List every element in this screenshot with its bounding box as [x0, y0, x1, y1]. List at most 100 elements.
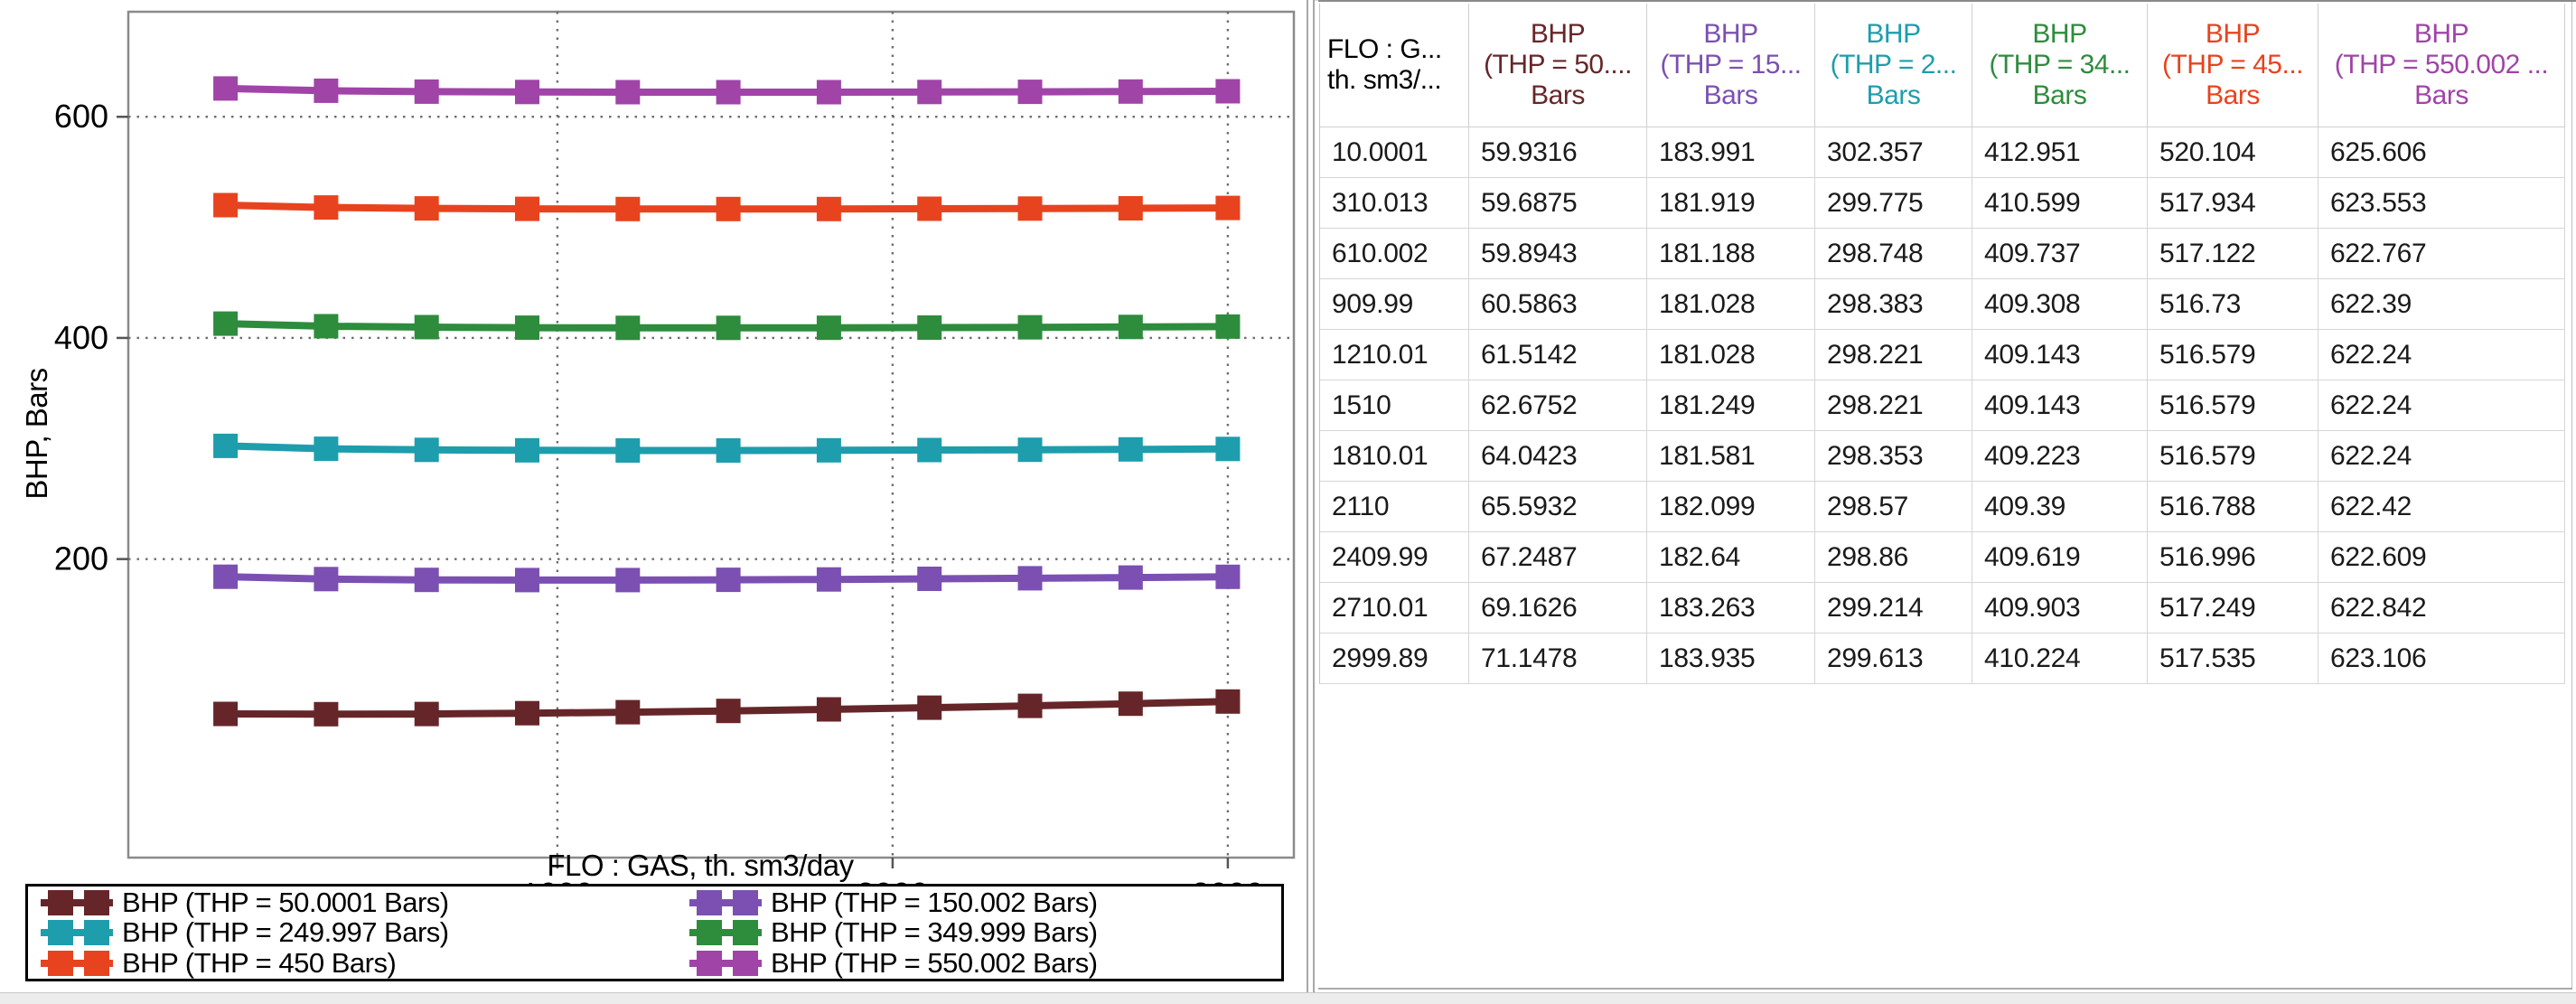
table-cell[interactable]: 409.903 — [1972, 583, 2148, 633]
table-cell[interactable]: 516.579 — [2148, 380, 2318, 431]
table-cell[interactable]: 409.737 — [1972, 229, 2148, 279]
table-cell[interactable]: 298.748 — [1815, 229, 1972, 279]
table-cell[interactable]: 181.188 — [1647, 229, 1815, 279]
column-header[interactable]: BHP (THP = 15... Bars — [1647, 4, 1815, 127]
table-cell[interactable]: 410.599 — [1972, 178, 2148, 229]
table-cell[interactable]: 65.5932 — [1469, 482, 1647, 532]
table-cell[interactable]: 10.0001 — [1320, 127, 1469, 178]
table-cell[interactable]: 59.8943 — [1469, 229, 1647, 279]
table-cell[interactable]: 409.143 — [1972, 330, 2148, 380]
table-cell[interactable]: 1510 — [1320, 380, 1469, 431]
table-cell[interactable]: 622.24 — [2318, 330, 2565, 380]
bhp-vs-flo-plot[interactable]: 200400600100020003000 BHP, Bars FLO : GA… — [0, 0, 1307, 913]
table-cell[interactable]: 622.609 — [2318, 532, 2565, 583]
table-cell[interactable]: 622.842 — [2318, 583, 2565, 633]
table-cell[interactable]: 409.223 — [1972, 431, 2148, 482]
series-marker — [1215, 564, 1241, 589]
table-row: 1510 62.6752 181.249 298.221 409.143 516.579 6… — [1320, 380, 2565, 431]
table-cell[interactable]: 181.028 — [1647, 279, 1815, 330]
table-cell[interactable]: 59.6875 — [1469, 178, 1647, 229]
table-cell[interactable]: 623.106 — [2318, 633, 2565, 684]
y-tick-label: 200 — [54, 540, 108, 577]
table-cell[interactable]: 410.224 — [1972, 633, 2148, 684]
table-cell[interactable]: 181.581 — [1647, 431, 1815, 482]
column-header[interactable]: BHP (THP = 34... Bars — [1972, 4, 2148, 127]
table-cell[interactable]: 299.775 — [1815, 178, 1972, 229]
table-cell[interactable]: 516.73 — [2148, 279, 2318, 330]
table-cell[interactable]: 60.5863 — [1469, 279, 1647, 330]
table-cell[interactable]: 299.214 — [1815, 583, 1972, 633]
table-cell[interactable]: 298.221 — [1815, 330, 1972, 380]
table-cell[interactable]: 59.9316 — [1469, 127, 1647, 178]
table-cell[interactable]: 622.42 — [2318, 482, 2565, 532]
table-cell[interactable]: 409.143 — [1972, 380, 2148, 431]
table-cell[interactable]: 298.86 — [1815, 532, 1972, 583]
table-cell[interactable]: 517.535 — [2148, 633, 2318, 684]
table-cell[interactable]: 183.935 — [1647, 633, 1815, 684]
table-cell[interactable]: 625.606 — [2318, 127, 2565, 178]
table-cell[interactable]: 298.57 — [1815, 482, 1972, 532]
column-header[interactable]: BHP (THP = 50.... Bars — [1469, 4, 1647, 127]
table-row: 2710.01 69.1626 183.263 299.214 409.903 517.2… — [1320, 583, 2565, 633]
series-marker — [1118, 691, 1143, 717]
table-cell[interactable]: 2710.01 — [1320, 583, 1469, 633]
series-marker — [515, 315, 539, 341]
table-cell[interactable]: 610.002 — [1320, 229, 1469, 279]
table-cell[interactable]: 181.249 — [1647, 380, 1815, 431]
column-header-line: BHP — [2413, 19, 2469, 49]
column-header[interactable]: BHP (THP = 2... Bars — [1815, 4, 1972, 127]
table-cell[interactable]: 2999.89 — [1320, 633, 1469, 684]
table-cell[interactable]: 69.1626 — [1469, 583, 1647, 633]
table-cell[interactable]: 520.104 — [2148, 127, 2318, 178]
table-cell[interactable]: 516.579 — [2148, 431, 2318, 482]
series-marker — [314, 314, 339, 339]
table-cell[interactable]: 62.6752 — [1469, 380, 1647, 431]
table-cell[interactable]: 298.353 — [1815, 431, 1972, 482]
table-cell[interactable]: 1810.01 — [1320, 431, 1469, 482]
table-cell[interactable]: 622.24 — [2318, 431, 2565, 482]
table-cell[interactable]: 517.122 — [2148, 229, 2318, 279]
table-cell[interactable]: 622.24 — [2318, 380, 2565, 431]
table-cell[interactable]: 181.028 — [1647, 330, 1815, 380]
table-cell[interactable]: 516.996 — [2148, 532, 2318, 583]
legend-item: BHP (THP = 550.002 Bars) — [689, 947, 1281, 979]
table-cell[interactable]: 181.919 — [1647, 178, 1815, 229]
table-cell[interactable]: 71.1478 — [1469, 633, 1647, 684]
table-cell[interactable]: 302.357 — [1815, 127, 1972, 178]
panel-splitter[interactable] — [1307, 0, 1315, 1003]
table-panel-right-edge — [2571, 2, 2572, 990]
table-cell[interactable]: 623.553 — [2318, 178, 2565, 229]
table-cell[interactable]: 409.39 — [1972, 482, 2148, 532]
table-cell[interactable]: 61.5142 — [1469, 330, 1647, 380]
table-cell[interactable]: 409.308 — [1972, 279, 2148, 330]
table-cell[interactable]: 516.788 — [2148, 482, 2318, 532]
column-header-line: (THP = 2... — [1830, 50, 1957, 80]
table-cell[interactable]: 299.613 — [1815, 633, 1972, 684]
table-cell[interactable]: 622.39 — [2318, 279, 2565, 330]
table-cell[interactable]: 412.951 — [1972, 127, 2148, 178]
horizontal-scrollbar-track[interactable] — [0, 992, 2576, 1004]
table-cell[interactable]: 622.767 — [2318, 229, 2565, 279]
data-table[interactable]: FLO : G... th. sm3/... BHP (THP = 50.... Bar… — [1319, 4, 2565, 684]
table-cell[interactable]: 2110 — [1320, 482, 1469, 532]
table-cell[interactable]: 310.013 — [1320, 178, 1469, 229]
column-header[interactable]: BHP (THP = 45... Bars — [2148, 4, 2318, 127]
table-cell[interactable]: 183.991 — [1647, 127, 1815, 178]
column-header[interactable]: BHP (THP = 550.002 ... Bars — [2318, 4, 2565, 127]
table-cell[interactable]: 298.221 — [1815, 380, 1972, 431]
table-cell[interactable]: 516.579 — [2148, 330, 2318, 380]
table-cell[interactable]: 909.99 — [1320, 279, 1469, 330]
table-cell[interactable]: 183.263 — [1647, 583, 1815, 633]
table-cell[interactable]: 1210.01 — [1320, 330, 1469, 380]
table-cell[interactable]: 182.64 — [1647, 532, 1815, 583]
table-cell[interactable]: 67.2487 — [1469, 532, 1647, 583]
table-cell[interactable]: 298.383 — [1815, 279, 1972, 330]
table-cell[interactable]: 409.619 — [1972, 532, 2148, 583]
table-cell[interactable]: 64.0423 — [1469, 431, 1647, 482]
table-cell[interactable]: 2409.99 — [1320, 532, 1469, 583]
legend-marker — [41, 950, 113, 976]
table-cell[interactable]: 182.099 — [1647, 482, 1815, 532]
table-cell[interactable]: 517.934 — [2148, 178, 2318, 229]
column-header[interactable]: FLO : G... th. sm3/... — [1320, 4, 1469, 127]
table-cell[interactable]: 517.249 — [2148, 583, 2318, 633]
